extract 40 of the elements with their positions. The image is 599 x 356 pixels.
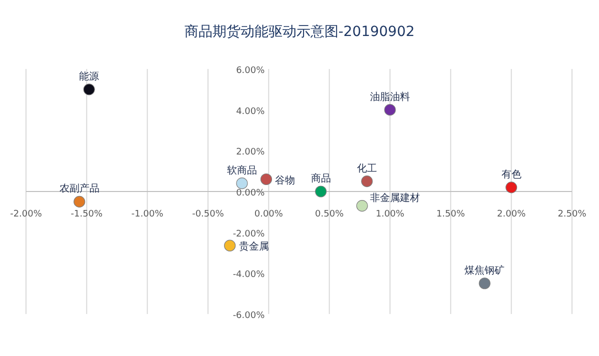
series-label: 化工 (356, 162, 377, 174)
series-label: 能源 (79, 70, 100, 82)
point (356, 200, 368, 212)
point (83, 84, 95, 96)
y-tick-label: 2.00% (236, 148, 266, 158)
series-label: 煤焦钢矿 (464, 264, 505, 276)
point (236, 178, 248, 190)
point (315, 186, 327, 198)
point (74, 196, 86, 208)
x-tick-label: 2.50% (558, 210, 587, 220)
series-label: 农副产品 (59, 182, 100, 195)
point (506, 182, 518, 194)
x-tick-label: 1.50% (436, 210, 466, 220)
x-tick-label: -2.00% (10, 210, 42, 220)
point (361, 175, 373, 188)
x-tick-label: -1.50% (70, 210, 104, 220)
y-tick-label: -4.00% (232, 270, 266, 280)
y-tick-label: 0.00% (236, 188, 266, 198)
series-label: 有色 (501, 168, 522, 180)
x-tick-label: 0.50% (315, 210, 344, 220)
x-tick-label: 1.00% (376, 210, 405, 220)
point (260, 173, 272, 186)
chart-title: 商品期货动能驱动示意图-20190902 (184, 24, 415, 40)
x-tick-label: -1.00% (131, 210, 164, 220)
y-tick-label: -6.00% (232, 311, 266, 321)
series-label: 非金属建材 (370, 192, 420, 204)
y-tick-label: -2.00% (232, 229, 266, 240)
x-tick-label: -0.50% (192, 210, 224, 220)
y-tick-label: 4.00% (236, 106, 266, 117)
series-label: 贵金属 (238, 240, 269, 253)
point (384, 104, 396, 116)
point (478, 278, 490, 290)
point (224, 240, 236, 252)
x-tick-label: 2.00% (497, 210, 526, 220)
series-label: 商品 (310, 172, 331, 184)
y-tick-label: 6.00% (236, 66, 266, 76)
series-label: 软商品 (226, 164, 257, 176)
series-label: 油脂油料 (370, 90, 410, 103)
x-tick-label: 0.00% (254, 210, 284, 220)
series-label: 谷物 (275, 174, 296, 186)
